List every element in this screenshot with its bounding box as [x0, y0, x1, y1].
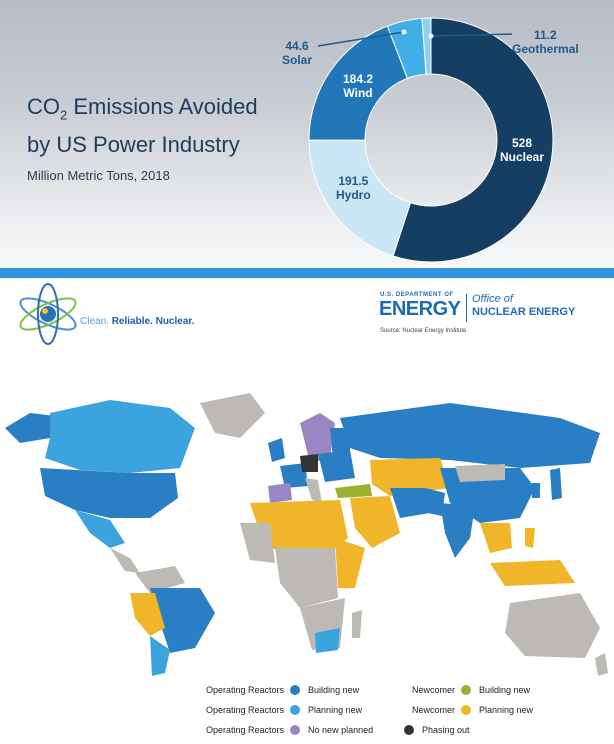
- legend-operating-no-new: Operating Reactors No new planned: [206, 725, 374, 735]
- map-indonesia: [490, 560, 575, 586]
- map-mexico: [75, 510, 125, 548]
- map-panel: Clean. Reliable. Nuclear. U.S. DEPARTMEN…: [0, 278, 614, 744]
- doe-divider: [466, 294, 467, 322]
- map-italy: [305, 478, 322, 503]
- map-philippines: [525, 528, 535, 548]
- map-southeast-asia: [480, 523, 512, 553]
- solar-label: 44.6 Solar: [282, 39, 312, 67]
- map-greenland: [200, 393, 265, 438]
- office-line-1: Office of: [472, 293, 513, 305]
- world-map: [5, 393, 608, 676]
- map-madagascar: [352, 610, 362, 638]
- geothermal-name: Geothermal: [512, 42, 579, 56]
- map-turkey: [335, 484, 372, 498]
- map-iran: [390, 488, 430, 518]
- geothermal-label: 11.2 Geothermal: [512, 28, 579, 56]
- map-peru-bolivia: [130, 593, 165, 636]
- map-saudi-arabia: [350, 496, 400, 548]
- doe-small-text: U.S. DEPARTMENT OF: [380, 292, 454, 298]
- geothermal-leader-dot: [428, 33, 434, 39]
- wind-name: Wind: [343, 86, 373, 100]
- legend-phasing-out: Phasing out: [398, 725, 470, 735]
- map-venezuela-colombia: [135, 566, 185, 593]
- map-central-america: [110, 548, 140, 573]
- map-brazil: [150, 588, 215, 653]
- legend-dot: [290, 685, 301, 695]
- map-kazakhstan: [370, 458, 450, 496]
- slice-nuclear: [392, 17, 554, 263]
- map-north-africa: [250, 500, 348, 553]
- map-korea: [532, 483, 540, 498]
- legend-dot: [290, 705, 301, 715]
- map-west-africa: [240, 523, 275, 563]
- map-mongolia: [455, 464, 505, 482]
- map-east-africa: [335, 538, 365, 588]
- map-canada: [45, 400, 195, 473]
- map-eastern-europe: [318, 450, 355, 482]
- solar-leader-dot: [401, 29, 407, 35]
- chart-title: CO2 Emissions Avoided by US Power Indust…: [27, 94, 258, 158]
- map-pakistan: [425, 488, 445, 516]
- map-argentina: [150, 636, 170, 676]
- legend-dot: [404, 725, 414, 735]
- map-germany: [300, 454, 318, 472]
- map-australia: [505, 593, 600, 658]
- atom-logo: [19, 283, 77, 345]
- solar-name: Solar: [282, 53, 313, 67]
- geothermal-value: 11.2: [533, 28, 557, 42]
- source-note: Source: Nuclear Energy Institute: [380, 328, 467, 334]
- divider-stripe: [0, 268, 614, 278]
- map-central-africa: [275, 548, 338, 608]
- solar-value: 44.6: [285, 39, 309, 53]
- hydro-value: 191.5: [338, 174, 369, 188]
- chart-panel: CO2 Emissions Avoided by US Power Indust…: [0, 0, 614, 268]
- map-japan: [550, 468, 562, 500]
- office-line-2: NUCLEAR ENERGY: [472, 306, 576, 318]
- donut-chart: [308, 17, 554, 263]
- geothermal-leader-line: [430, 33, 513, 37]
- wind-label: 184.2 Wind: [343, 72, 373, 100]
- map-france: [280, 463, 308, 488]
- legend-dot: [290, 725, 301, 735]
- legend-dot: [461, 685, 472, 695]
- map-uk: [268, 438, 285, 462]
- map-spain: [268, 483, 292, 503]
- legend-operating-planning: Operating Reactors Planning new: [206, 705, 363, 715]
- legend-newcomer-building: Newcomer Building new: [412, 685, 531, 695]
- legend-newcomer-planning: Newcomer Planning new: [412, 705, 534, 715]
- map-india: [440, 503, 475, 558]
- nuclear-value: 528: [512, 136, 533, 150]
- hydro-name: Hydro: [336, 188, 371, 202]
- slice-geothermal: [421, 17, 432, 75]
- solar-leader-line: [317, 31, 405, 47]
- map-new-zealand: [595, 653, 608, 676]
- map-alaska: [5, 413, 55, 443]
- tagline: Clean. Reliable. Nuclear.: [80, 316, 195, 327]
- nuclear-label: 528 Nuclear: [500, 136, 544, 164]
- wind-value: 184.2: [343, 72, 374, 86]
- legend-operating-building: Operating Reactors Building new: [206, 685, 360, 695]
- map-scandinavia: [300, 413, 335, 463]
- chart-subtitle: Million Metric Tons, 2018: [27, 168, 170, 183]
- map-finland: [330, 428, 350, 458]
- legend-dot: [461, 705, 472, 715]
- doe-logo-text: ENERGY: [379, 298, 461, 320]
- hydro-label: 191.5 Hydro: [336, 174, 371, 202]
- map-south-africa: [315, 628, 340, 653]
- map-russia: [340, 403, 600, 468]
- nuclear-name: Nuclear: [500, 150, 545, 164]
- map-usa: [40, 468, 178, 518]
